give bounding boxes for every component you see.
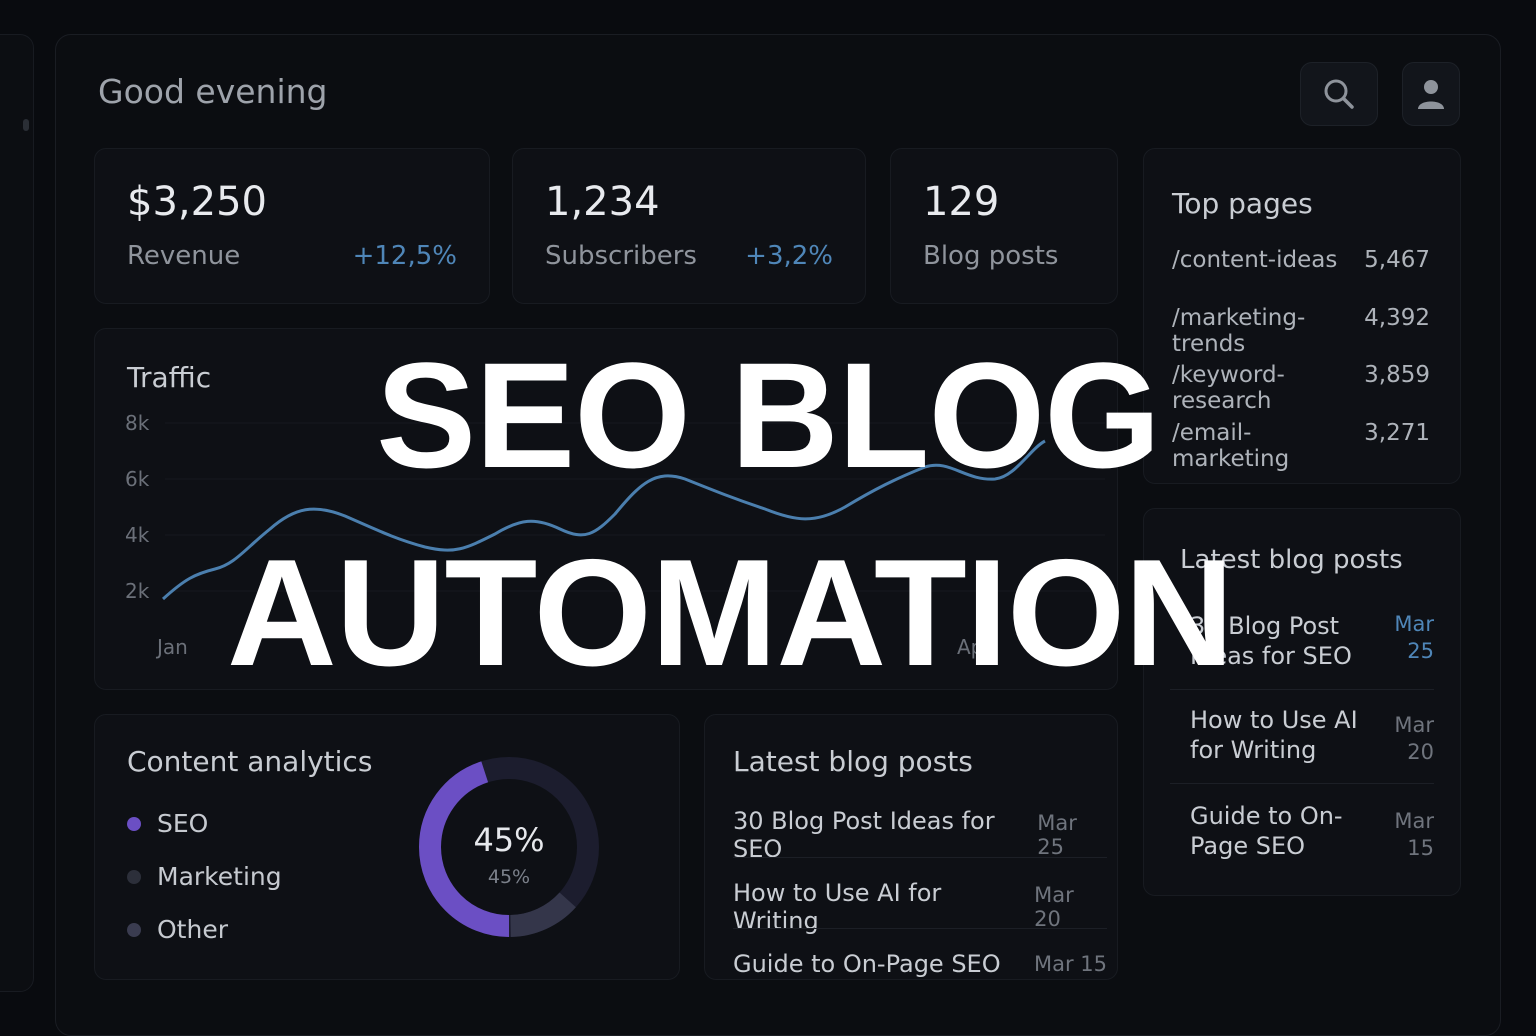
user-icon (1418, 80, 1444, 109)
legend-dot (127, 816, 141, 831)
page-count: 3,271 (1364, 420, 1430, 446)
latest-posts-title: Latest blog posts (733, 745, 973, 778)
post-date: Mar 15 (1033, 952, 1107, 976)
divider (733, 928, 1107, 929)
y-tick: 6k (125, 467, 150, 491)
post-date: Mar 25 (1394, 612, 1434, 663)
page-count: 5,467 (1364, 247, 1430, 273)
donut-sub: 45% (488, 866, 530, 888)
sidebar-handle[interactable] (23, 119, 29, 131)
donut-other-segment (419, 757, 599, 937)
x-tick: Jan (157, 635, 188, 659)
post-title: How to Use AI for Writing (733, 879, 942, 935)
post-date: Mar 20 (1034, 883, 1074, 931)
top-page-row[interactable]: /keyword-research 3,859 (1172, 362, 1430, 414)
stat-value: $3,250 (127, 179, 267, 225)
stat-card-subscribers[interactable]: 1,234 Subscribers +3,2% (512, 148, 866, 304)
donut-value: 45% (473, 821, 544, 859)
side-latest-posts-card: Latest blog posts 30 Blog Post Ideas for… (1143, 508, 1461, 896)
profile-button[interactable] (1402, 62, 1460, 126)
post-row[interactable]: Guide to On-Page SEO Mar 15 (733, 950, 1107, 978)
content-analytics-title: Content analytics (127, 745, 373, 778)
headline-line-1: SEO BLOG (376, 331, 1161, 499)
legend-label: Marketing (157, 862, 282, 891)
post-date: Mar 20 (1394, 713, 1434, 764)
top-page-row[interactable]: /email-marketing 3,271 (1172, 420, 1430, 472)
post-date: Mar 25 (1037, 811, 1077, 859)
stat-card-blog-posts[interactable]: 129 Blog posts (890, 148, 1118, 304)
page-path: /keyword-research (1172, 362, 1285, 414)
top-page-row[interactable]: /content-ideas 5,467 (1172, 247, 1430, 273)
page-path: /email-marketing (1172, 420, 1290, 472)
greeting-title: Good evening (98, 72, 328, 111)
x-tick: Apr (957, 635, 992, 659)
stat-card-revenue[interactable]: $3,250 Revenue +12,5% (94, 148, 490, 304)
page-path: /content-ideas (1172, 247, 1338, 273)
legend-label: SEO (157, 809, 209, 838)
post-title: 30 Blog Post Ideas for SEO (733, 807, 995, 863)
side-latest-posts-title: Latest blog posts (1180, 545, 1403, 575)
stat-delta: +3,2% (745, 241, 833, 271)
post-title: 30 Blog Post Ideas for SEO (1190, 612, 1352, 670)
post-title: Guide to On-Page SEO (1190, 802, 1343, 860)
donut-seo-segment (419, 757, 599, 937)
traffic-line (161, 439, 1046, 601)
legend-item-seo: SEO (127, 809, 208, 838)
content-analytics-card: Content analytics SEO Marketing Other 45… (94, 714, 680, 980)
legend-item-other: Other (127, 915, 228, 944)
post-date: Mar 15 (1394, 809, 1434, 860)
legend-item-marketing: Marketing (127, 862, 282, 891)
legend-dot (127, 922, 141, 937)
stat-label: Blog posts (923, 241, 1059, 271)
chart-gridlines (165, 422, 1105, 592)
y-tick: 4k (125, 523, 150, 547)
post-row[interactable]: How to Use AI for Writing Mar 20 (733, 879, 1107, 935)
top-page-row[interactable]: /marketing-trends 4,392 (1172, 305, 1430, 357)
y-tick: 8k (125, 411, 150, 435)
headline-line-2: AUTOMATION (226, 528, 1234, 698)
top-pages-card: Top pages /content-ideas 5,467 /marketin… (1143, 148, 1461, 484)
y-tick: 2k (125, 579, 150, 603)
post-row[interactable]: 30 Blog Post Ideas for SEO Mar 25 (733, 807, 1107, 863)
page-path: /marketing-trends (1172, 305, 1306, 357)
divider (1170, 689, 1434, 690)
page-count: 3,859 (1364, 362, 1430, 388)
traffic-title: Traffic (127, 361, 212, 394)
stat-value: 1,234 (545, 179, 660, 225)
traffic-chart (161, 422, 1105, 601)
post-title: How to Use AI for Writing (1190, 706, 1358, 764)
post-title: Guide to On-Page SEO (733, 950, 1001, 978)
stat-value: 129 (923, 179, 1000, 225)
latest-posts-card: Latest blog posts 30 Blog Post Ideas for… (704, 714, 1118, 980)
search-button[interactable] (1300, 62, 1378, 126)
collapsed-sidebar (0, 34, 34, 992)
search-icon (1324, 79, 1354, 109)
page-count: 4,392 (1364, 305, 1430, 331)
stat-delta: +12,5% (352, 241, 457, 271)
divider (1170, 783, 1434, 784)
stat-label: Subscribers (545, 241, 697, 271)
content-donut-chart: 45% 45% (419, 757, 599, 937)
traffic-card: Traffic 8k 6k 4k 2k Jan Apr (94, 328, 1118, 690)
stat-label: Revenue (127, 241, 241, 271)
legend-label: Other (157, 915, 228, 944)
legend-dot (127, 869, 141, 884)
top-pages-title: Top pages (1172, 187, 1313, 220)
divider (733, 857, 1107, 858)
